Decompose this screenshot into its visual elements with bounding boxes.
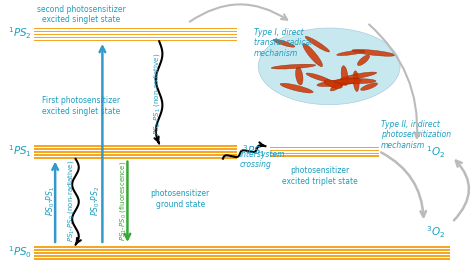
Bar xyxy=(34,35,237,37)
Bar xyxy=(34,144,237,145)
Bar xyxy=(34,37,237,38)
Bar xyxy=(34,255,450,257)
Ellipse shape xyxy=(357,55,370,65)
Text: $PS_0$-$PS_1$: $PS_0$-$PS_1$ xyxy=(45,185,57,216)
Bar xyxy=(34,150,237,151)
Bar xyxy=(34,148,237,150)
Ellipse shape xyxy=(258,28,400,105)
Bar xyxy=(34,154,237,156)
FancyArrowPatch shape xyxy=(454,161,469,220)
Ellipse shape xyxy=(280,83,313,93)
Text: $PS_1$-$PS_0$ (non-radiative): $PS_1$-$PS_0$ (non-radiative) xyxy=(66,159,76,241)
FancyArrowPatch shape xyxy=(369,24,420,138)
Text: $^1PS_0$: $^1PS_0$ xyxy=(8,245,32,260)
Bar xyxy=(270,153,379,154)
Text: First photosensitizer
excited singlet state: First photosensitizer excited singlet st… xyxy=(42,97,120,116)
Bar xyxy=(34,252,450,254)
Bar xyxy=(34,157,237,159)
Ellipse shape xyxy=(341,66,348,86)
Ellipse shape xyxy=(324,80,342,88)
FancyArrowPatch shape xyxy=(190,4,287,22)
Ellipse shape xyxy=(352,50,395,56)
FancyArrowPatch shape xyxy=(381,152,426,217)
Text: second photosensitizer
excited singlet state: second photosensitizer excited singlet s… xyxy=(37,5,126,24)
Bar xyxy=(34,26,237,28)
Bar xyxy=(34,31,237,32)
Bar xyxy=(34,248,450,249)
Ellipse shape xyxy=(305,36,329,52)
Ellipse shape xyxy=(306,73,331,82)
Bar xyxy=(34,151,237,153)
Text: $PS_2$-$PS_1$ (non-radiative): $PS_2$-$PS_1$ (non-radiative) xyxy=(152,53,162,135)
Text: $^1PS_1$: $^1PS_1$ xyxy=(8,143,32,159)
Text: Type I, direct
transfer radical
mechanism: Type I, direct transfer radical mechanis… xyxy=(254,28,312,58)
Bar xyxy=(34,153,237,154)
Ellipse shape xyxy=(330,77,349,91)
Ellipse shape xyxy=(340,72,377,80)
Bar xyxy=(34,245,450,246)
Bar xyxy=(270,151,379,153)
Text: $^3PS_1$: $^3PS_1$ xyxy=(242,143,265,159)
Text: $PS_1$-$PS_0$ (fluorescence): $PS_1$-$PS_0$ (fluorescence) xyxy=(118,160,128,241)
Bar xyxy=(270,146,379,147)
Bar xyxy=(34,147,237,148)
Ellipse shape xyxy=(334,79,376,84)
Text: photosensitizer
ground state: photosensitizer ground state xyxy=(151,189,210,209)
Bar xyxy=(34,29,237,31)
Bar xyxy=(270,155,379,157)
Text: $^1O_2$: $^1O_2$ xyxy=(426,145,445,160)
Text: photosensitizer
excited triplet state: photosensitizer excited triplet state xyxy=(282,166,357,186)
Bar xyxy=(34,32,237,34)
Text: $PS_0$-$PS_2$: $PS_0$-$PS_2$ xyxy=(89,185,101,216)
Bar xyxy=(34,34,237,35)
Text: Type II, indirect
photosensitization
mechanism: Type II, indirect photosensitization mec… xyxy=(381,120,451,150)
Bar xyxy=(270,150,379,151)
Ellipse shape xyxy=(273,39,295,47)
Ellipse shape xyxy=(271,64,316,69)
Ellipse shape xyxy=(303,43,323,67)
Ellipse shape xyxy=(337,50,365,56)
Ellipse shape xyxy=(361,83,378,90)
Bar xyxy=(34,156,237,157)
Ellipse shape xyxy=(317,79,362,87)
Text: $^3O_2$: $^3O_2$ xyxy=(426,224,445,240)
Bar xyxy=(34,257,450,258)
Bar xyxy=(34,28,237,29)
Bar xyxy=(34,246,450,248)
Bar xyxy=(34,38,237,40)
Bar xyxy=(270,148,379,150)
Ellipse shape xyxy=(353,71,359,92)
Bar xyxy=(34,251,450,252)
Ellipse shape xyxy=(296,67,303,85)
Text: $^1PS_2$: $^1PS_2$ xyxy=(8,26,32,41)
Bar xyxy=(34,40,237,41)
Bar xyxy=(34,254,450,255)
Bar xyxy=(34,145,237,147)
Bar xyxy=(270,154,379,155)
Bar xyxy=(34,258,450,260)
Text: intersystem
crossing: intersystem crossing xyxy=(239,150,285,169)
Bar xyxy=(34,249,450,251)
Bar xyxy=(270,147,379,148)
